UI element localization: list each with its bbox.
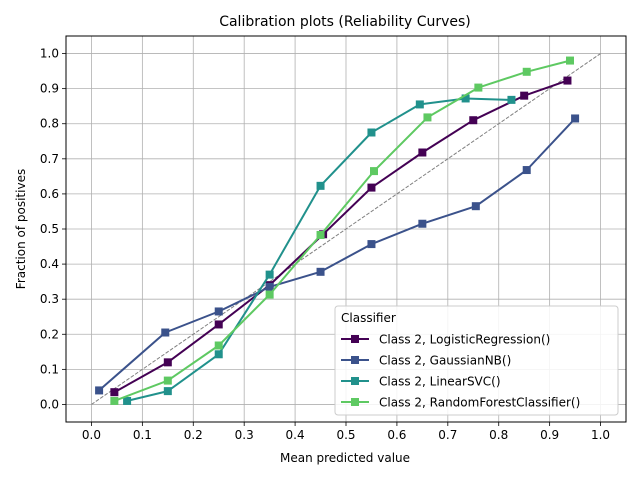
data-point <box>265 270 274 279</box>
y-tick-label: 0.3 <box>40 292 59 306</box>
data-point <box>522 166 531 175</box>
data-point <box>214 341 223 350</box>
series-2 <box>123 94 516 405</box>
data-point <box>265 290 274 299</box>
legend-entry: Class 2, RandomForestClassifier() <box>341 396 580 410</box>
x-tick-label: 0.7 <box>438 428 457 442</box>
series-1 <box>95 114 580 395</box>
data-point <box>95 386 104 395</box>
data-point <box>110 388 119 397</box>
y-axis-ticks: 0.0 0.1 0.2 0.3 0.4 0.5 0.6 0.7 0.8 0.9 1.0 <box>40 47 66 411</box>
x-axis-ticks: 0.0 0.1 0.2 0.3 0.4 0.5 0.6 0.7 0.8 0.9 1.0 <box>82 422 610 442</box>
data-point <box>461 94 470 103</box>
x-tick-label: 1.0 <box>591 428 610 442</box>
data-point <box>520 91 529 100</box>
legend-marker <box>351 398 359 406</box>
data-point <box>423 113 432 122</box>
data-point <box>161 328 170 337</box>
data-point <box>469 116 478 125</box>
x-tick-label: 0.0 <box>82 428 101 442</box>
y-tick-label: 0.2 <box>40 327 59 341</box>
series-line <box>114 59 571 402</box>
data-point <box>367 128 376 137</box>
data-point <box>316 230 325 239</box>
x-axis-label: Mean predicted value <box>280 451 410 465</box>
series-line <box>98 117 576 392</box>
y-tick-label: 0.4 <box>40 257 59 271</box>
legend-label: Class 2, LogisticRegression() <box>379 333 550 347</box>
y-tick-label: 1.0 <box>40 47 59 61</box>
chart-title: Calibration plots (Reliability Curves) <box>219 14 471 30</box>
legend-label: Class 2, LinearSVC() <box>379 375 501 389</box>
series-3 <box>110 56 574 405</box>
perfect-calibration-line <box>91 53 601 405</box>
legend: Classifier Class 2, LogisticRegression()… <box>334 305 619 416</box>
x-tick-label: 0.5 <box>336 428 355 442</box>
x-tick-label: 0.2 <box>184 428 203 442</box>
x-tick-label: 0.1 <box>133 428 152 442</box>
series-group <box>95 56 580 405</box>
data-point <box>471 202 480 211</box>
legend-entry: Class 2, GaussianNB() <box>341 354 511 368</box>
y-axis-label: Fraction of positives <box>14 169 28 289</box>
y-tick-label: 0.1 <box>40 362 59 376</box>
y-tick-label: 0.5 <box>40 222 59 236</box>
data-point <box>123 396 132 405</box>
y-tick-label: 0.9 <box>40 82 59 96</box>
data-point <box>563 76 572 85</box>
x-tick-label: 0.4 <box>286 428 305 442</box>
legend-label: Class 2, GaussianNB() <box>379 354 511 368</box>
x-tick-label: 0.9 <box>540 428 559 442</box>
legend-entry: Class 2, LinearSVC() <box>341 375 501 389</box>
legend-title: Classifier <box>341 311 396 325</box>
y-tick-label: 0.0 <box>40 397 59 411</box>
x-tick-label: 0.6 <box>387 428 406 442</box>
legend-marker <box>351 377 359 385</box>
y-tick-label: 0.8 <box>40 117 59 131</box>
data-point <box>163 387 172 396</box>
x-tick-label: 0.8 <box>489 428 508 442</box>
data-point <box>571 114 580 123</box>
data-point <box>522 67 531 76</box>
data-point <box>163 358 172 367</box>
data-point <box>370 167 378 176</box>
legend-entry: Class 2, LogisticRegression() <box>341 333 550 347</box>
x-tick-label: 0.3 <box>235 428 254 442</box>
data-point <box>418 219 427 228</box>
data-point <box>566 56 574 65</box>
data-point <box>415 100 424 109</box>
data-point <box>110 396 119 405</box>
legend-box <box>334 305 619 416</box>
data-point <box>214 350 223 359</box>
data-point <box>316 181 325 190</box>
data-point <box>265 282 274 291</box>
y-tick-label: 0.6 <box>40 187 59 201</box>
data-point <box>418 148 427 157</box>
data-point <box>507 95 516 104</box>
data-point <box>474 83 483 92</box>
reference-diagonal <box>91 53 601 405</box>
data-point <box>214 307 223 316</box>
legend-entries: Class 2, LogisticRegression() Class 2, Ga… <box>341 333 580 410</box>
y-tick-label: 0.7 <box>40 152 59 166</box>
data-point <box>316 267 325 276</box>
legend-marker <box>351 356 359 364</box>
data-point <box>214 320 223 329</box>
data-point <box>367 240 376 249</box>
data-point <box>163 376 172 385</box>
series-line <box>113 79 568 394</box>
legend-marker <box>351 335 359 343</box>
data-point <box>367 183 376 192</box>
legend-label: Class 2, RandomForestClassifier() <box>379 396 580 410</box>
